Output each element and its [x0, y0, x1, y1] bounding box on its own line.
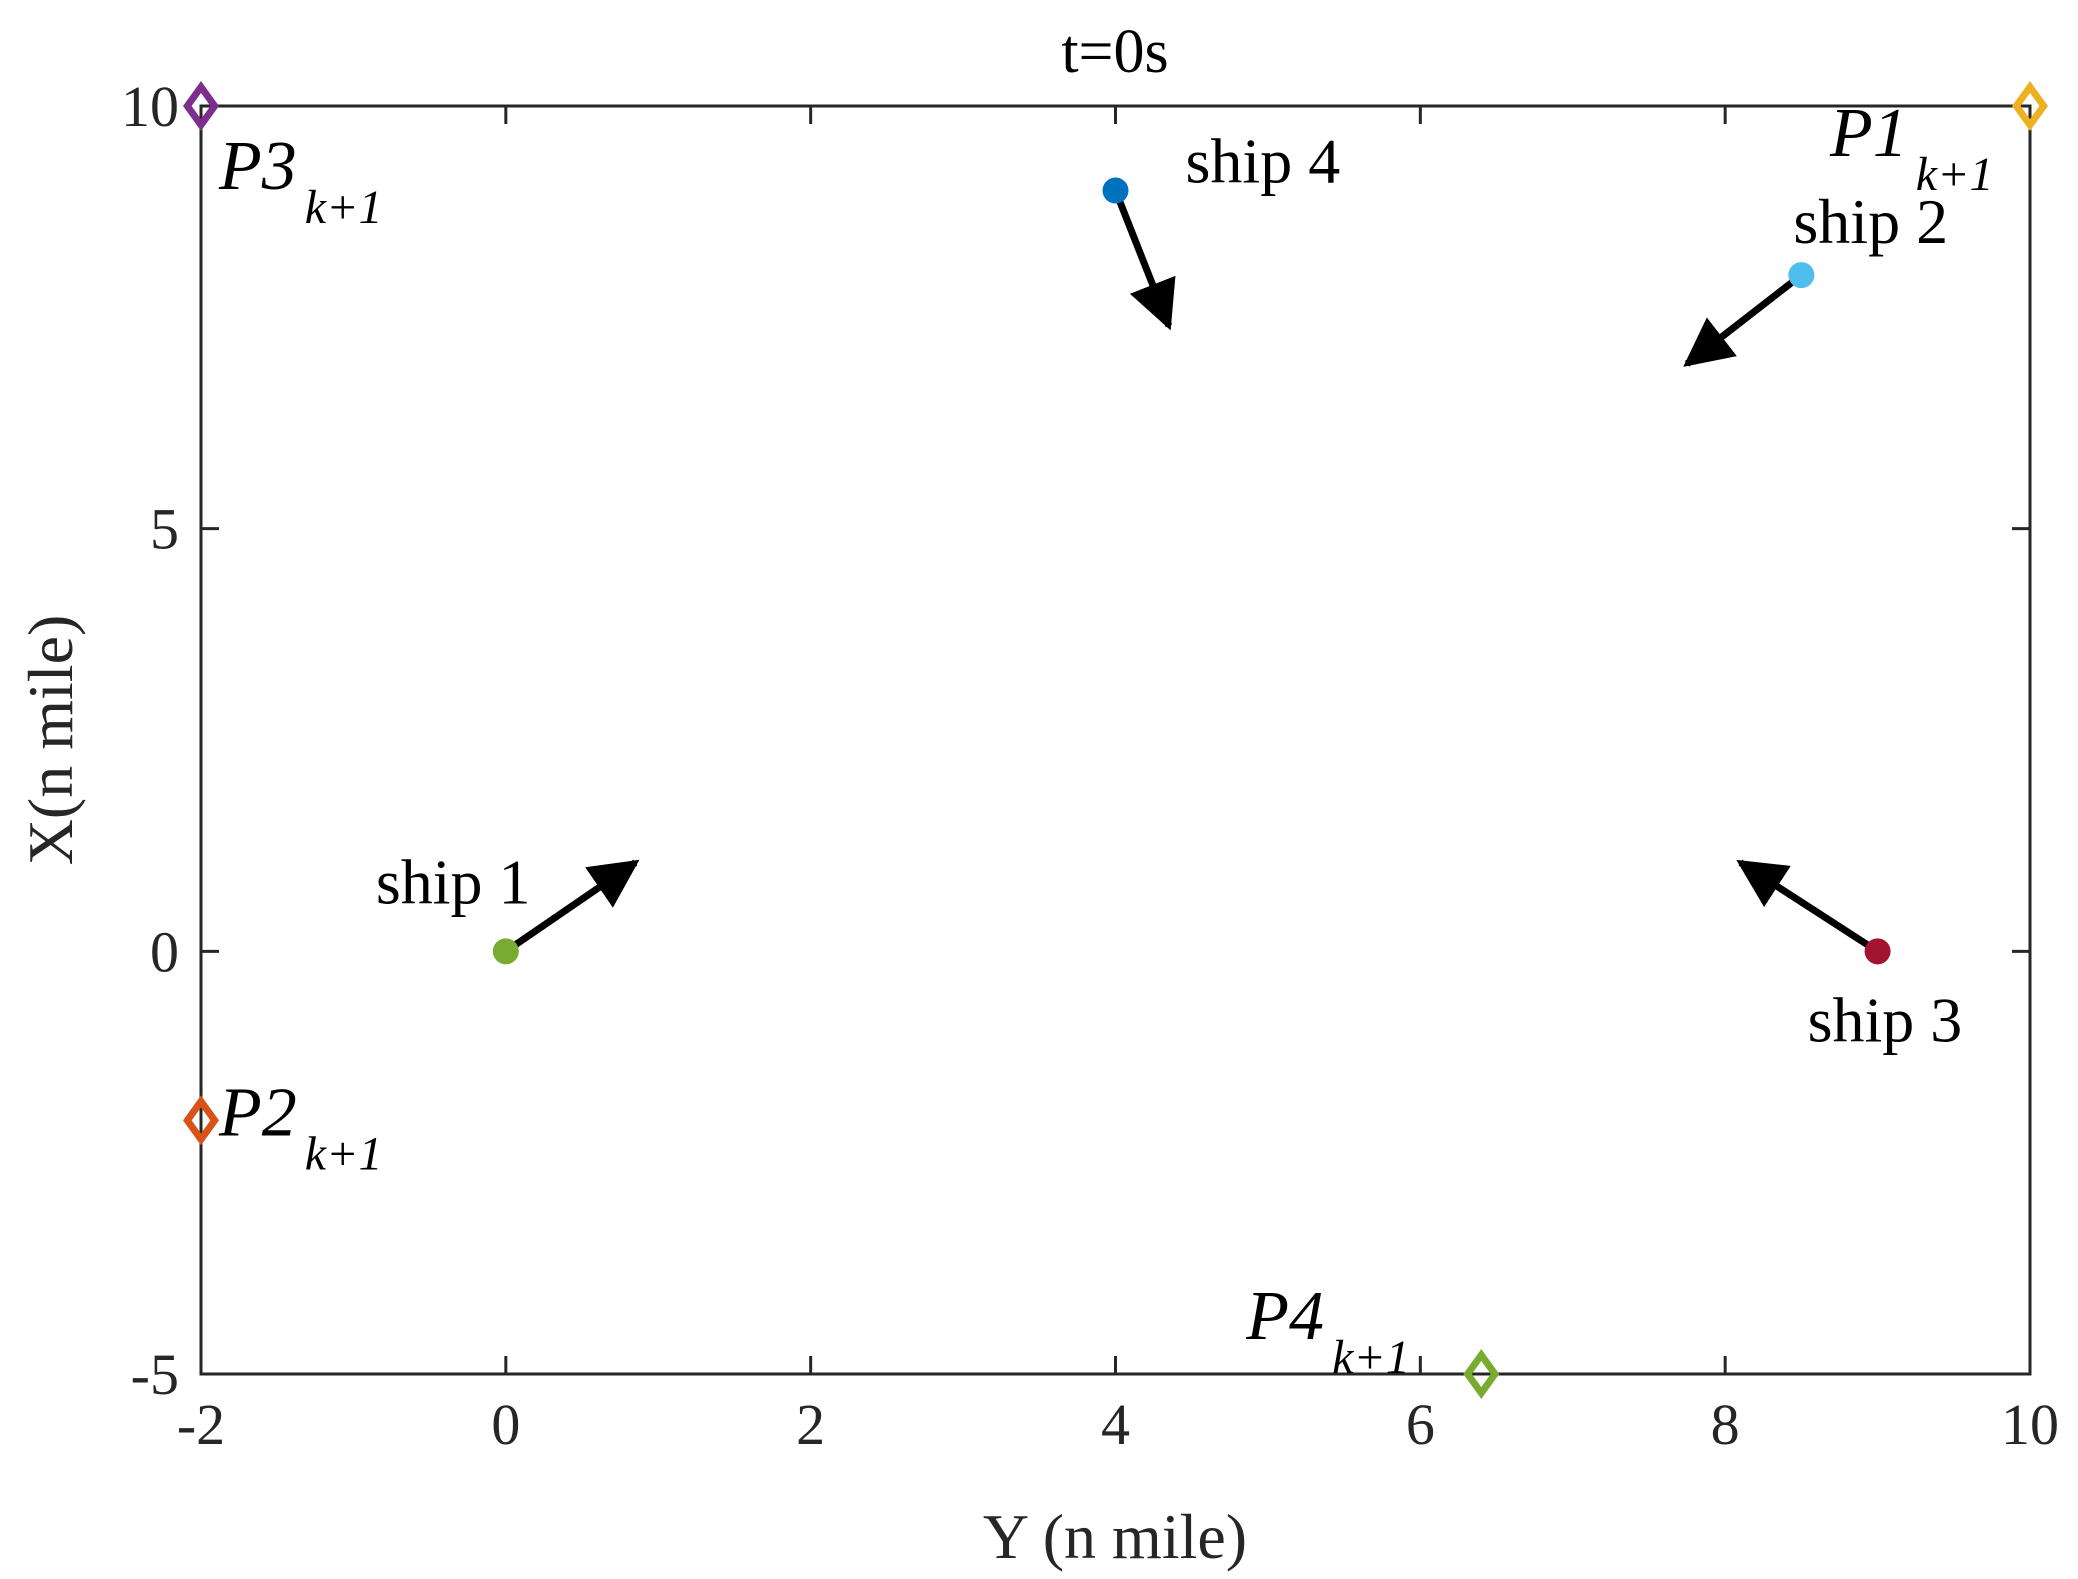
target-label: P3k+1	[218, 128, 382, 234]
target-marker	[1463, 1349, 1500, 1399]
ship-label: ship 3	[1808, 984, 1963, 1055]
ship-label: ship 1	[376, 846, 531, 917]
ship-label: ship 2	[1793, 186, 1948, 257]
ship-label: ship 4	[1186, 126, 1341, 197]
ship-point	[492, 938, 519, 965]
target-points	[183, 81, 2048, 1399]
target-subscript: k+1	[1916, 148, 1994, 201]
heading-arrow	[503, 859, 640, 955]
target-subscript: k+1	[305, 1127, 383, 1180]
y-tick-labels: -5 0 5 10	[121, 74, 179, 1407]
target-name: P3	[218, 128, 297, 205]
target-marker	[183, 81, 219, 131]
y-tick-label: 5	[150, 497, 179, 562]
target-name: P2	[218, 1074, 297, 1151]
x-tick-label: 10	[2001, 1392, 2059, 1457]
x-tick-label: 0	[491, 1392, 520, 1457]
target-subscript: k+1	[1332, 1331, 1410, 1384]
x-tick-labels: -2 0 2 4 6 8 10	[177, 1392, 2059, 1457]
x-tick-label: 6	[1406, 1392, 1435, 1457]
heading-arrow	[1112, 189, 1176, 331]
heading-arrow	[1736, 859, 1880, 955]
x-axis-title: Y (n mile)	[983, 1501, 1247, 1572]
target-name: P4	[1245, 1278, 1324, 1355]
y-tick-label: 10	[121, 74, 179, 139]
target-label: P1k+1	[1829, 95, 1993, 201]
y-tick-label: -5	[131, 1342, 179, 1407]
ship-point	[1102, 177, 1129, 204]
x-tick-label: 8	[1711, 1392, 1740, 1457]
target-subscript: k+1	[305, 181, 383, 234]
target-label: P2k+1	[218, 1074, 382, 1180]
heading-arrow	[1683, 272, 1804, 367]
plot-area	[199, 104, 2032, 1376]
x-tick-label: -2	[177, 1392, 225, 1457]
target-marker	[2012, 81, 2048, 131]
heading-arrows	[503, 189, 1880, 955]
ship-point	[1788, 262, 1815, 289]
target-label: P4k+1	[1245, 1278, 1409, 1384]
x-tick-label: 2	[796, 1392, 825, 1457]
y-tick-label: 0	[150, 919, 179, 984]
chart-title: t=0s	[1061, 18, 1168, 86]
ship-points	[492, 177, 1891, 965]
y-axis-title: X(n mile)	[15, 615, 86, 866]
target-marker	[183, 1095, 219, 1146]
x-tick-label: 4	[1101, 1392, 1130, 1457]
target-name: P1	[1829, 95, 1908, 172]
ship-labels: ship 1 ship 2 ship 3 ship 4	[376, 126, 1962, 1056]
ship-point	[1864, 938, 1891, 965]
